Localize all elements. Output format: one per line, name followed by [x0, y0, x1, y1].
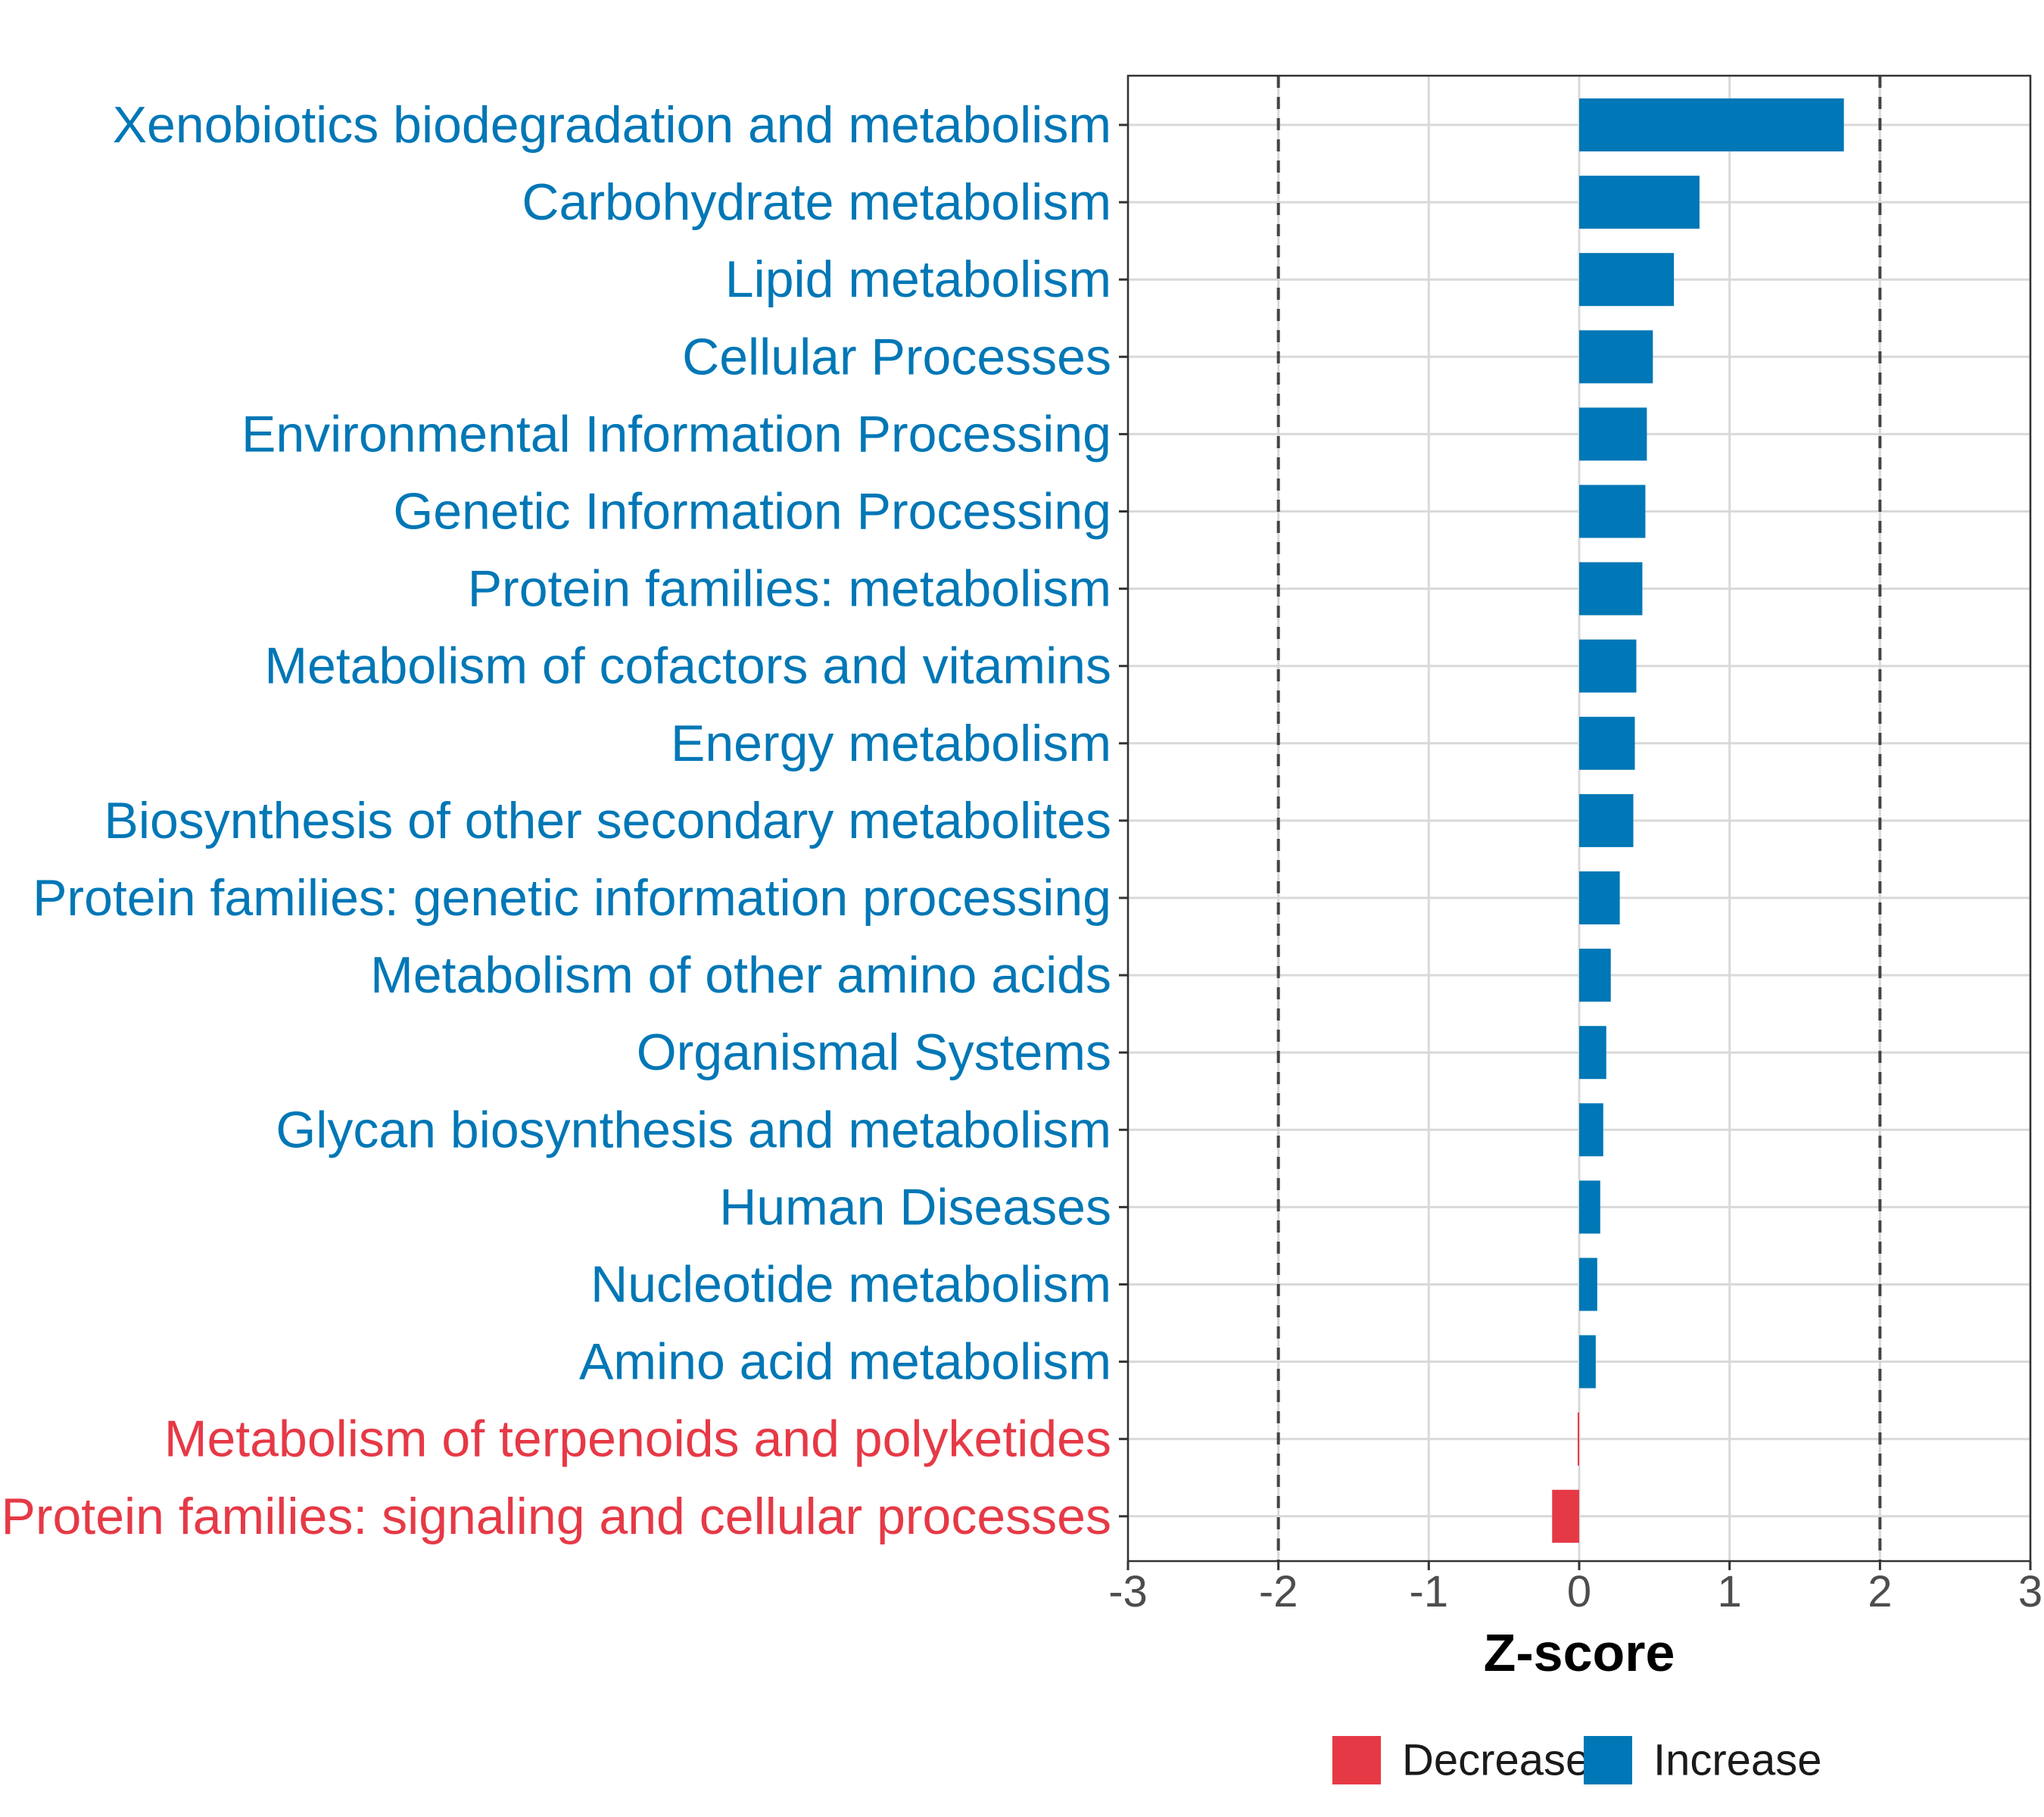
legend-label: Increase: [1653, 1736, 1821, 1785]
category-label: Metabolism of terpenoids and polyketides: [164, 1410, 1111, 1468]
category-label: Biosynthesis of other secondary metaboli…: [104, 792, 1111, 849]
x-tick-label: 3: [2018, 1567, 2042, 1616]
category-label: Lipid metabolism: [725, 251, 1111, 308]
category-label: Metabolism of other amino acids: [370, 946, 1111, 1004]
legend-swatch: [1332, 1736, 1381, 1784]
category-label: Energy metabolism: [671, 715, 1111, 772]
legend: Decrease Increase: [1332, 1736, 1821, 1785]
category-label: Protein families: genetic information pr…: [33, 869, 1111, 927]
category-label: Environmental Information Processing: [241, 405, 1111, 463]
category-label: Protein families: signaling and cellular…: [1, 1488, 1111, 1545]
x-tick-label: -3: [1108, 1567, 1148, 1616]
bar: [1552, 1489, 1579, 1543]
bar: [1579, 949, 1611, 1002]
category-label: Human Diseases: [719, 1178, 1111, 1236]
bar: [1579, 485, 1646, 538]
bar: [1579, 562, 1643, 616]
bar: [1579, 639, 1637, 693]
legend-swatch: [1584, 1736, 1632, 1784]
x-axis-title: Z-score: [1484, 1623, 1675, 1682]
legend-label: Decrease: [1402, 1736, 1590, 1785]
x-tick-label: 0: [1567, 1567, 1591, 1616]
category-labels: Xenobiotics biodegradation and metabolis…: [1, 96, 1128, 1545]
category-label: Nucleotide metabolism: [590, 1256, 1111, 1314]
x-axis-ticks: -3 -2 -1 0 1 2 3: [1108, 1561, 2042, 1616]
x-tick-label: -1: [1410, 1567, 1449, 1616]
category-label: Genetic Information Processing: [393, 483, 1111, 541]
category-label: Metabolism of cofactors and vitamins: [264, 637, 1111, 695]
category-label: Organismal Systems: [637, 1024, 1111, 1081]
category-label: Xenobiotics biodegradation and metabolis…: [113, 96, 1111, 154]
category-label: Amino acid metabolism: [579, 1333, 1111, 1391]
bar: [1579, 1180, 1600, 1234]
category-label: Glycan biosynthesis and metabolism: [276, 1101, 1111, 1158]
bar: [1579, 176, 1700, 229]
bar: [1579, 1335, 1596, 1388]
bar: [1579, 330, 1653, 384]
bar: [1579, 793, 1634, 847]
x-tick-label: 2: [1868, 1567, 1892, 1616]
category-label: Carbohydrate metabolism: [522, 173, 1111, 231]
category-label: Cellular Processes: [682, 328, 1111, 385]
bar: [1579, 98, 1844, 151]
bar: [1579, 1258, 1597, 1311]
category-label: Protein families: metabolism: [468, 560, 1111, 618]
reference-lines: [1276, 76, 1882, 1561]
bars: [1552, 98, 1844, 1543]
bar: [1579, 716, 1635, 770]
bar: [1579, 407, 1647, 461]
x-tick-label: 1: [1718, 1567, 1742, 1616]
bar: [1578, 1412, 1579, 1466]
bar: [1579, 253, 1675, 307]
bar: [1579, 1103, 1603, 1157]
bar: [1579, 871, 1620, 924]
bar: [1579, 1026, 1606, 1080]
x-tick-label: -2: [1259, 1567, 1298, 1616]
